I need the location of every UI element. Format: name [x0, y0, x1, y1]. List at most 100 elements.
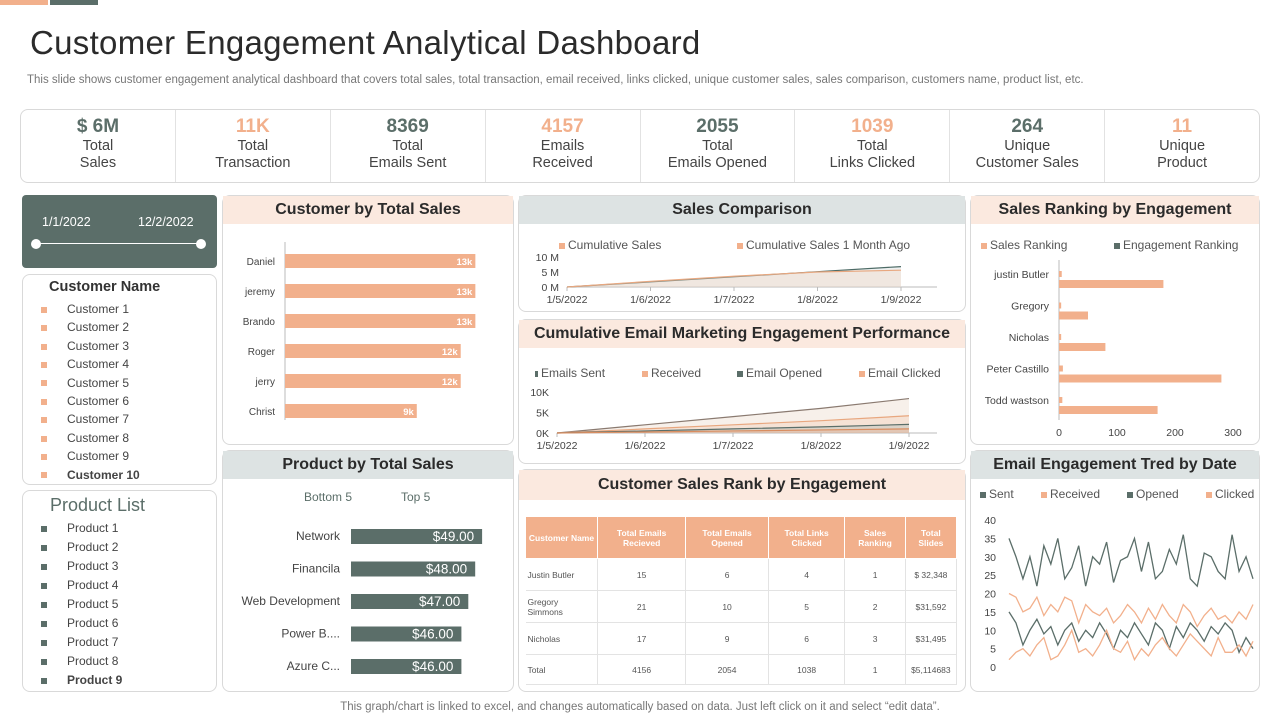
- x-tick-label: 1/7/2022: [714, 294, 755, 306]
- category-label: jerry: [255, 377, 275, 388]
- category-label: Power B....: [281, 627, 340, 641]
- series-line-sent: [1008, 534, 1254, 588]
- table-row: Justin Butler 15 6 4 1 $ 32,348: [525, 558, 958, 591]
- category-label: Roger: [248, 347, 276, 358]
- customer-list-label: Customer 7: [67, 412, 130, 427]
- x-tick-label: 1/6/2022: [625, 440, 666, 452]
- customer-list-title: Customer Name: [49, 279, 161, 295]
- legend-emails-sent: Emails Sent: [535, 366, 605, 380]
- customer-list-label: Customer 1: [67, 302, 130, 316]
- product-list-title: Product List: [50, 495, 146, 515]
- product-list-item[interactable]: Product 2: [41, 540, 118, 554]
- customer-list-item[interactable]: Customer 1: [41, 302, 129, 316]
- data-label: 12k: [442, 377, 459, 388]
- kpi-label: Unique: [1159, 138, 1206, 154]
- sales-ranking-panel: Sales Ranking by Engagement Sales Rankin…: [970, 195, 1260, 445]
- product-list-item[interactable]: Product 7: [41, 635, 118, 649]
- data-label: 13k: [456, 317, 473, 328]
- sales-ranking-chart: justin Butler Gregory Nicholas Peter Castil…: [985, 260, 1242, 439]
- product-sales-chart: Network $49.00 Financila $48.00 Web Developm…: [242, 529, 483, 674]
- customer-list-item[interactable]: Customer 8: [41, 431, 129, 445]
- bar-engagement: [1059, 365, 1063, 372]
- slider-handle-start[interactable]: [31, 239, 41, 249]
- accent-bar-peach: [0, 0, 48, 5]
- bar: [351, 529, 483, 544]
- customer-list-item[interactable]: Customer 9: [41, 449, 129, 463]
- table-row: Nicholas 17 9 6 3 $31,495: [525, 622, 958, 655]
- panel-title: Sales Comparison: [519, 196, 965, 224]
- bar-sales: [1059, 343, 1106, 351]
- bullet-icon: [41, 472, 47, 479]
- kpi-value: 264: [1011, 116, 1044, 137]
- x-tick-label: 0: [1056, 427, 1062, 439]
- customer-list-item[interactable]: Customer 2: [41, 320, 129, 334]
- slider-track: [36, 243, 201, 244]
- series-area: [557, 424, 909, 433]
- rank-header: Total Emails Opened: [685, 516, 769, 559]
- table-cell: 21: [597, 590, 687, 623]
- table-cell: $31,495: [905, 622, 958, 655]
- bullet-icon: [41, 306, 47, 313]
- product-list-panel: Product List Product 1 Product 2 Product 3…: [22, 490, 217, 692]
- bar-engagement: [1059, 271, 1062, 277]
- legend-sales-ranking: Sales Ranking: [981, 238, 1067, 252]
- customer-list-item[interactable]: Customer 7: [41, 412, 129, 426]
- y-tick-label: 0: [990, 662, 996, 674]
- product-list-item[interactable]: Product 4: [41, 578, 118, 592]
- date-range-slider[interactable]: 1/1/2022 12/2/2022: [22, 195, 217, 268]
- table-cell: 4156: [597, 654, 687, 685]
- category-label: Network: [296, 529, 341, 543]
- category-label: justin Butler: [993, 269, 1049, 281]
- category-label: Peter Castillo: [987, 364, 1050, 376]
- product-list-item[interactable]: Product 3: [41, 559, 118, 573]
- customer-list-item[interactable]: Customer 5: [41, 376, 129, 390]
- y-tick-label: 5: [990, 644, 996, 656]
- page-title: Customer Engagement Analytical Dashboard: [30, 24, 701, 61]
- table-cell: 6: [768, 622, 846, 655]
- customer-list-item[interactable]: Customer 6: [41, 394, 129, 408]
- bullet-icon: [41, 639, 47, 646]
- y-tick-label: 30: [984, 552, 996, 564]
- data-label: 13k: [456, 287, 473, 298]
- kpi-links-clicked: 1039 Total Links Clicked: [795, 110, 951, 182]
- data-label: $46.00: [412, 627, 453, 642]
- kpi-value: 2055: [696, 116, 739, 137]
- slider-handle-end[interactable]: [196, 239, 206, 249]
- product-list-item[interactable]: Product 1: [41, 521, 118, 535]
- customer-list-item[interactable]: Customer 3: [41, 339, 129, 353]
- y-tick-label: 15: [984, 607, 996, 619]
- y-tick-label: 20: [984, 589, 996, 601]
- kpi-label: Total: [237, 138, 269, 154]
- product-list-item[interactable]: Product 9: [41, 673, 122, 687]
- customer-list-label: Customer 8: [67, 430, 130, 445]
- customer-list-label: Customer 3: [67, 338, 130, 353]
- rank-table: Customer Name Total Emails Recieved Tota…: [525, 516, 958, 685]
- table-cell: 1038: [768, 654, 846, 685]
- bar-engagement: [1059, 334, 1062, 340]
- x-tick-label: 1/9/2022: [889, 440, 930, 452]
- customer-list-item[interactable]: Customer 10: [41, 468, 140, 482]
- email-performance-chart: 0K 5K 10K 1/5/2022 1/6/2022 1/7/2022 1/8/2022 1…: [530, 387, 937, 452]
- sales-comparison-panel: Sales Comparison Cumulative Sales Cumula…: [518, 195, 966, 312]
- series-line: [566, 269, 902, 288]
- bar-sales: [1059, 406, 1158, 414]
- panel-title: Customer Sales Rank by Engagement: [519, 470, 965, 500]
- tab-top-5[interactable]: Top 5: [401, 490, 431, 504]
- y-tick-label: 0 M: [541, 282, 559, 294]
- legend-email-opened: Email Opened: [737, 366, 822, 380]
- kpi-label: Product: [1157, 155, 1208, 171]
- product-list-label: Product 6: [67, 616, 119, 630]
- product-list-item[interactable]: Product 6: [41, 616, 118, 630]
- product-list-item[interactable]: Product 8: [41, 654, 118, 668]
- y-tick-label: 5K: [536, 408, 549, 420]
- customer-list-label: Customer 5: [67, 375, 130, 390]
- customer-list-item[interactable]: Customer 4: [41, 357, 129, 371]
- legend-engagement-ranking: Engagement Ranking: [1114, 238, 1238, 252]
- bar: [285, 344, 461, 358]
- tab-bottom-5[interactable]: Bottom 5: [304, 490, 353, 504]
- table-cell: $ 32,348: [905, 558, 958, 591]
- product-total-sales-panel: Product by Total Sales Bottom 5 Top 5 Ne…: [222, 450, 514, 692]
- table-cell: 9: [685, 622, 769, 655]
- product-list-item[interactable]: Product 5: [41, 597, 118, 611]
- x-tick-label: 1/8/2022: [797, 294, 838, 306]
